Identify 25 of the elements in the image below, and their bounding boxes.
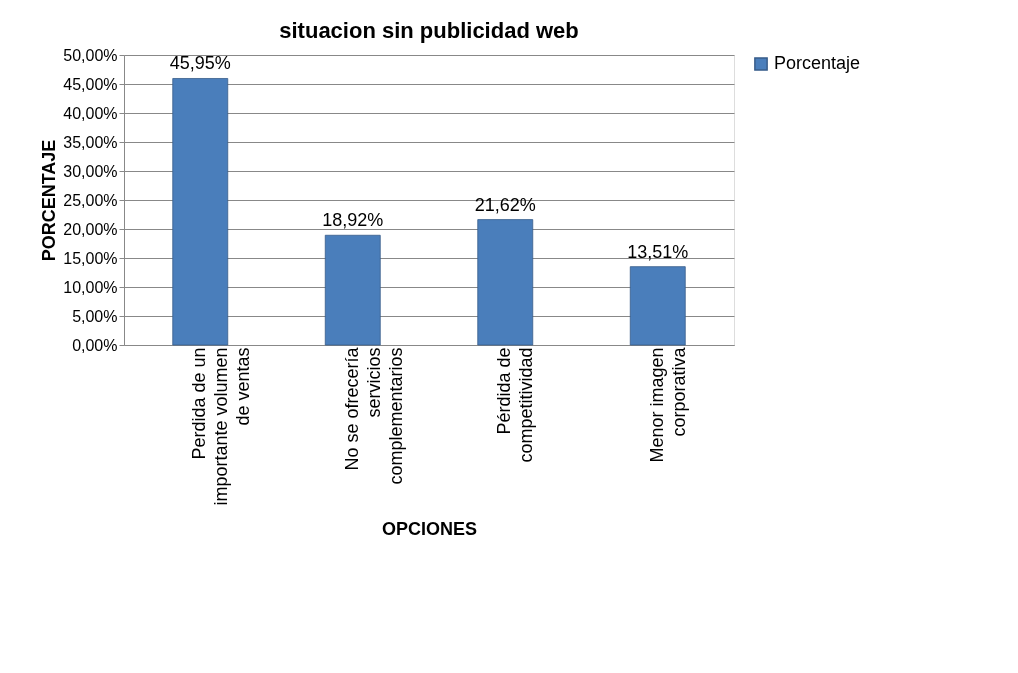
y-tick-label: 30,00%: [63, 162, 118, 180]
data-label: 45,95%: [169, 53, 231, 74]
y-tick-label: 5,00%: [72, 307, 118, 325]
bar: [172, 78, 229, 346]
chart-title: situacion sin publicidad web: [279, 18, 579, 43]
y-axis-title: PORCENTAJE: [39, 139, 60, 262]
bar: [324, 234, 381, 346]
y-tick-label: 0,00%: [72, 336, 118, 354]
y-tick-label: 40,00%: [63, 104, 118, 122]
x-tick-label: Menor imagen corporativa: [646, 346, 689, 463]
data-label: 18,92%: [322, 210, 384, 231]
y-tick-label: 25,00%: [63, 191, 118, 209]
y-tick-label: 15,00%: [63, 249, 118, 267]
x-tick-label: Perdida de un importante volumen de ventas: [189, 347, 254, 506]
y-tick-label: 45,00%: [63, 75, 118, 93]
data-label: 13,51%: [627, 241, 689, 262]
legend-label: Porcentaje: [774, 53, 861, 73]
bar: [477, 219, 534, 346]
data-label: 21,62%: [474, 194, 536, 215]
y-tick-label: 50,00%: [63, 46, 118, 64]
y-tick-label: 20,00%: [63, 220, 118, 238]
x-axis-title: OPCIONES: [381, 518, 478, 539]
y-tick-label: 35,00%: [63, 133, 118, 151]
bar: [629, 266, 686, 346]
y-tick-label: 10,00%: [63, 278, 118, 296]
